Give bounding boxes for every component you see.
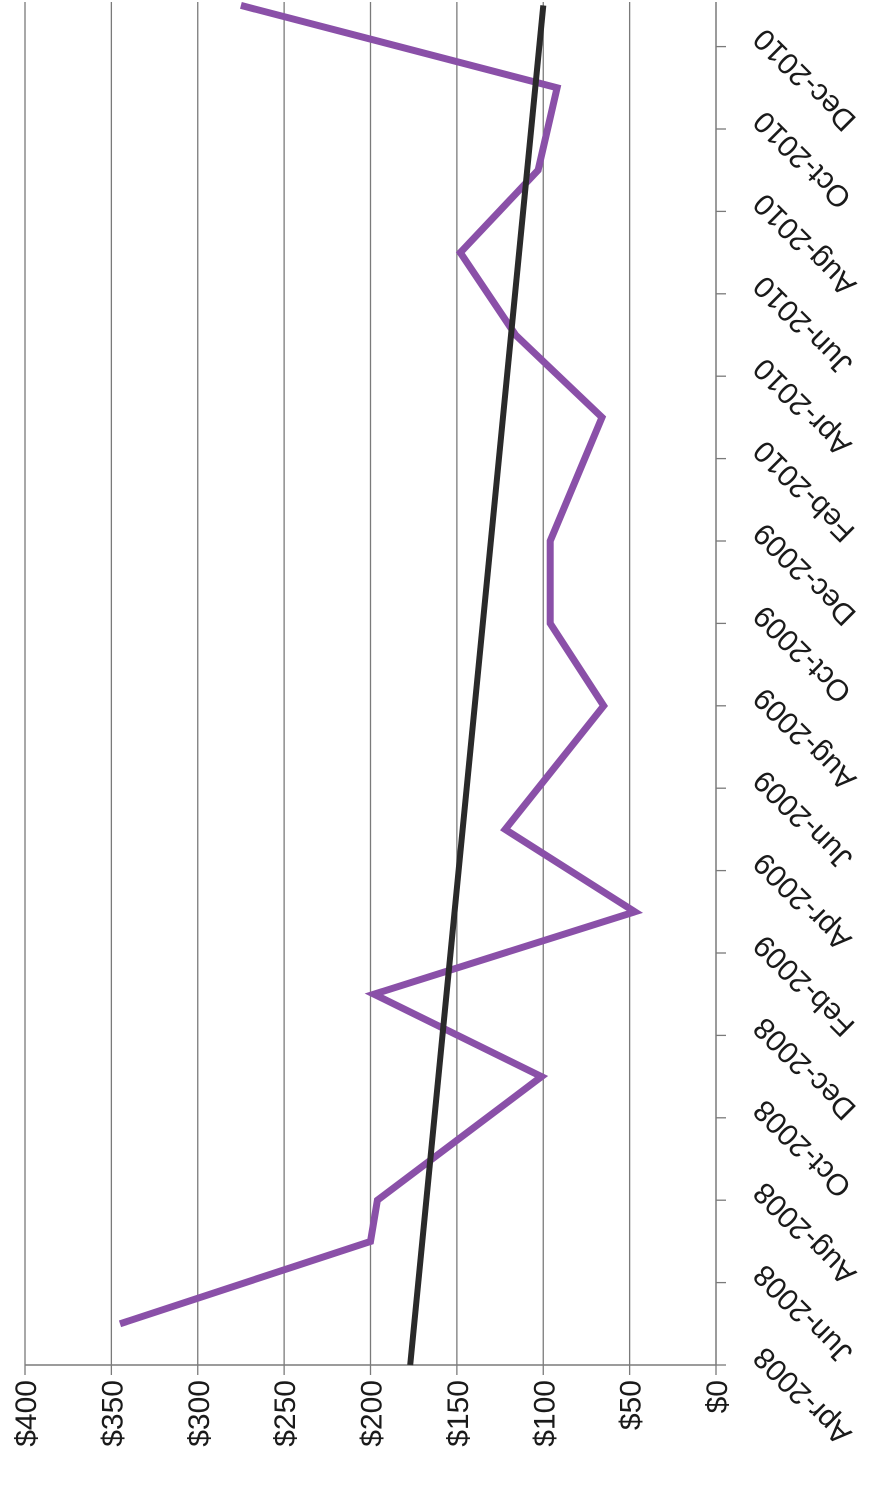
y-tick-label: $50 [615, 1380, 648, 1430]
x-axis-tick-labels: Apr-2008Jun-2008Aug-2008Oct-2008Dec-2008… [747, 22, 862, 1451]
axes [24, 2, 726, 1375]
trend-line [407, 5, 547, 1366]
y-tick-label: $200 [356, 1380, 389, 1447]
y-tick-label: $300 [183, 1380, 216, 1447]
y-tick-label: $350 [96, 1380, 129, 1447]
y-tick-label: $100 [528, 1380, 561, 1447]
y-axis-tick-labels: $0 $50 $100 $150 $200 $250 $300 $350 $400 [10, 1380, 734, 1447]
y-tick-label: $150 [442, 1380, 475, 1447]
gridlines [24, 2, 631, 1365]
y-tick-label: $400 [10, 1380, 43, 1447]
y-tick-label: $0 [701, 1380, 734, 1413]
data-series [118, 2, 644, 1366]
y-tick-label: $250 [269, 1380, 302, 1447]
